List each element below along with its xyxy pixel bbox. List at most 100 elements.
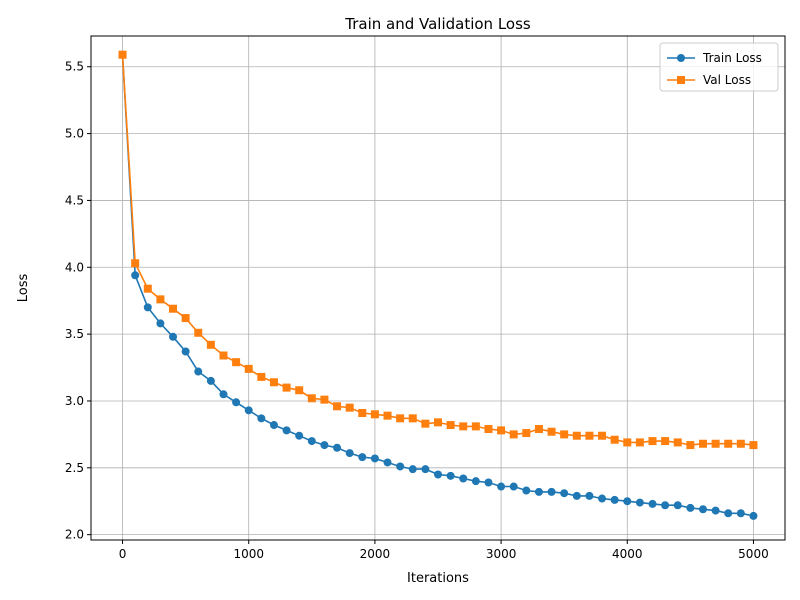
val-loss-point [635, 438, 644, 447]
x-tick-label: 0 [119, 547, 127, 561]
train-loss-point [269, 421, 278, 430]
x-tick-label: 2000 [360, 547, 391, 561]
val-loss-point [585, 431, 594, 440]
val-loss-point [749, 441, 758, 450]
val-loss-point [320, 395, 329, 404]
train-loss-point [686, 503, 695, 512]
train-loss-point [383, 458, 392, 467]
train-loss-point [181, 347, 190, 356]
val-loss-point [698, 439, 707, 448]
val-loss-point [118, 50, 127, 59]
val-loss-point [736, 439, 745, 448]
train-loss-point [408, 465, 417, 474]
val-loss-point [547, 427, 556, 436]
train-loss-point [711, 506, 720, 515]
train-loss-point [598, 494, 607, 503]
train-loss-point [560, 489, 569, 498]
val-loss-point [219, 351, 228, 360]
val-loss-point [534, 425, 543, 434]
val-loss-point [282, 383, 291, 392]
train-loss-point [295, 431, 304, 440]
val-loss-point [522, 429, 531, 438]
val-loss-point [131, 259, 140, 268]
val-loss-point [257, 372, 266, 381]
chart-title: Train and Validation Loss [344, 15, 531, 33]
val-loss-point [156, 295, 165, 304]
val-loss-point [358, 408, 367, 417]
train-loss-point [610, 495, 619, 504]
val-loss-point [194, 328, 203, 337]
y-tick-label: 4.0 [65, 260, 84, 274]
train-loss-point [497, 482, 506, 491]
val-loss-point [661, 437, 670, 446]
train-loss-point [648, 499, 657, 508]
series-layer [118, 50, 758, 520]
val-loss-point [206, 340, 215, 349]
train-loss-point [169, 332, 178, 341]
train-loss-legend-label: Train Loss [702, 51, 762, 65]
val-loss-point [181, 314, 190, 323]
y-tick-label: 2.0 [65, 528, 84, 542]
train-loss-point [370, 454, 379, 463]
plot-frame [90, 35, 786, 541]
x-tick-label: 5000 [738, 547, 769, 561]
val-loss-point [598, 431, 607, 440]
val-loss-point [497, 426, 506, 435]
train-loss-legend-marker [677, 54, 685, 62]
val-loss-point [143, 284, 152, 293]
val-loss-point [169, 304, 178, 313]
train-loss-point [257, 414, 266, 423]
val-loss-point [370, 410, 379, 419]
val-loss-point [724, 439, 733, 448]
val-loss-point [471, 422, 480, 431]
train-loss-point [572, 491, 581, 500]
train-loss-point [244, 406, 253, 415]
val-loss-point [484, 425, 493, 434]
val-loss-point [446, 421, 455, 430]
x-tick-label: 1000 [233, 547, 264, 561]
val-loss-point [673, 438, 682, 447]
val-loss-point [345, 403, 354, 412]
x-axis-label: Iterations [407, 571, 469, 586]
train-loss-point [320, 441, 329, 450]
train-loss-point [471, 477, 480, 486]
train-loss-point [698, 505, 707, 514]
val-loss-point [509, 430, 518, 439]
train-loss-point [282, 426, 291, 435]
val-loss-point [610, 435, 619, 444]
train-loss-point [219, 390, 228, 399]
train-loss-point [509, 482, 518, 491]
val-loss-point [295, 386, 304, 395]
y-tick-label: 3.0 [65, 394, 84, 408]
y-tick-label: 4.5 [65, 193, 84, 207]
val-loss-point [421, 419, 430, 428]
val-loss-point [333, 402, 342, 411]
val-loss-point [560, 430, 569, 439]
val-loss-point [408, 414, 417, 423]
train-loss-point [156, 319, 165, 328]
y-tick-label: 2.5 [65, 461, 84, 475]
train-loss-point [749, 511, 758, 520]
train-loss-point [585, 491, 594, 500]
y-tick-label: 3.5 [65, 327, 84, 341]
train-loss-point [232, 398, 241, 407]
train-loss-point [358, 453, 367, 462]
train-loss-point [446, 471, 455, 480]
train-loss-point [206, 376, 215, 385]
train-loss-point [143, 303, 152, 312]
val-loss-point [396, 414, 405, 423]
train-loss-point [194, 367, 203, 376]
val-loss-point [623, 438, 632, 447]
train-loss-point [522, 486, 531, 495]
train-loss-point [736, 509, 745, 518]
val-loss-point [711, 439, 720, 448]
val-loss-point [307, 394, 316, 403]
train-loss-point [635, 498, 644, 507]
train-loss-point [547, 487, 556, 496]
y-axis-label: Loss [16, 274, 31, 303]
train-loss-point [534, 487, 543, 496]
train-loss-point [421, 465, 430, 474]
grid [91, 36, 785, 540]
val-loss-point [572, 431, 581, 440]
